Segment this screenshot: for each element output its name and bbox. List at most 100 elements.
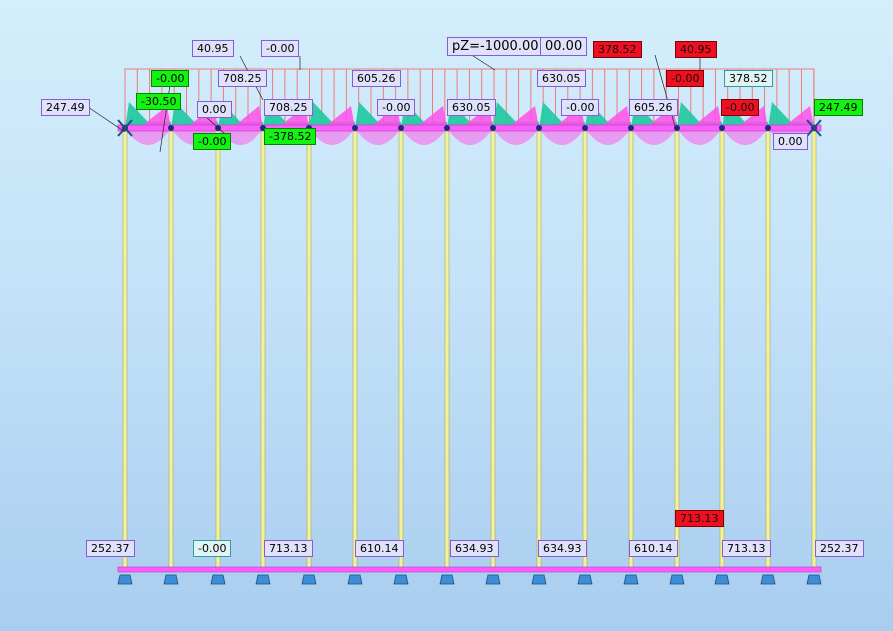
moment-positive bbox=[401, 106, 447, 128]
top-result-label[interactable]: 40.95 bbox=[192, 40, 234, 57]
column bbox=[168, 127, 174, 571]
top-result-label[interactable]: -0.00 bbox=[666, 70, 705, 87]
top-result-label[interactable]: -378.52 bbox=[264, 128, 317, 145]
support-icon bbox=[210, 574, 226, 585]
top-result-label[interactable]: 630.05 bbox=[537, 70, 586, 87]
top-result-label[interactable]: 247.49 bbox=[41, 99, 90, 116]
column bbox=[674, 127, 680, 571]
column bbox=[811, 127, 817, 571]
top-result-label[interactable]: 605.26 bbox=[629, 99, 678, 116]
column bbox=[719, 127, 725, 571]
label-leader bbox=[204, 115, 226, 135]
column bbox=[490, 127, 496, 571]
moment-sag bbox=[355, 128, 401, 145]
top-node bbox=[582, 125, 588, 131]
column bbox=[352, 127, 358, 571]
moment-positive bbox=[585, 106, 631, 128]
support-icon bbox=[577, 574, 593, 585]
moment-positive bbox=[722, 106, 768, 128]
top-result-label[interactable]: 708.25 bbox=[264, 99, 313, 116]
bottom-result-label[interactable]: 610.14 bbox=[355, 540, 404, 557]
bottom-result-label[interactable]: -0.00 bbox=[193, 540, 232, 557]
moment-sag bbox=[125, 128, 171, 145]
moment-positive bbox=[125, 106, 171, 128]
bottom-result-label[interactable]: 713.13 bbox=[675, 510, 724, 527]
top-result-label[interactable]: 708.25 bbox=[218, 70, 267, 87]
support-icon bbox=[163, 574, 179, 585]
moment-negative bbox=[539, 102, 585, 128]
bottom-result-label[interactable]: 252.37 bbox=[815, 540, 864, 557]
top-result-label[interactable]: -0.00 bbox=[193, 133, 232, 150]
top-node bbox=[398, 125, 404, 131]
support-icon bbox=[669, 574, 685, 585]
top-result-label[interactable]: 0.00 bbox=[773, 133, 808, 150]
bottom-beam bbox=[117, 566, 822, 573]
moment-sag bbox=[401, 128, 447, 145]
top-result-label[interactable]: -0.00 bbox=[151, 70, 190, 87]
bottom-result-label[interactable]: 634.93 bbox=[538, 540, 587, 557]
top-result-label[interactable]: -0.00 bbox=[561, 99, 600, 116]
support-icon bbox=[439, 574, 455, 585]
top-result-label[interactable]: 630.05 bbox=[447, 99, 496, 116]
top-result-label[interactable]: 378.52 bbox=[724, 70, 773, 87]
moment-sag bbox=[309, 128, 355, 145]
moment-sag bbox=[585, 128, 631, 145]
column bbox=[444, 127, 450, 571]
bottom-result-label[interactable]: 713.13 bbox=[264, 540, 313, 557]
top-result-label[interactable]: -30.50 bbox=[136, 93, 182, 110]
moment-positive bbox=[355, 106, 401, 128]
top-result-label[interactable]: -0.00 bbox=[261, 40, 300, 57]
column bbox=[306, 127, 312, 571]
top-result-label[interactable]: -0.00 bbox=[377, 99, 416, 116]
bottom-result-label[interactable]: 610.14 bbox=[629, 540, 678, 557]
bottom-result-label[interactable]: 252.37 bbox=[86, 540, 135, 557]
top-node bbox=[536, 125, 542, 131]
top-result-label[interactable]: 40.95 bbox=[675, 41, 717, 58]
top-node bbox=[490, 125, 496, 131]
moment-sag bbox=[631, 128, 677, 145]
bottom-result-label[interactable]: 634.93 bbox=[450, 540, 499, 557]
hinge-icon bbox=[806, 119, 822, 137]
moment-negative bbox=[355, 102, 401, 128]
bottom-result-label[interactable]: 713.13 bbox=[722, 540, 771, 557]
support-icon bbox=[714, 574, 730, 585]
top-result-label[interactable]: -0.00 bbox=[721, 99, 760, 116]
moment-negative bbox=[722, 102, 768, 128]
moment-negative bbox=[585, 102, 631, 128]
moment-positive bbox=[309, 106, 355, 128]
moment-negative bbox=[677, 102, 722, 128]
column bbox=[398, 127, 404, 571]
column bbox=[765, 127, 771, 571]
column bbox=[215, 127, 221, 571]
support-icon bbox=[301, 574, 317, 585]
top-node bbox=[352, 125, 358, 131]
moment-negative bbox=[493, 102, 539, 128]
beams bbox=[117, 124, 822, 573]
top-result-label[interactable]: 378.52 bbox=[593, 41, 642, 58]
moment-diagram bbox=[125, 102, 814, 145]
support-icon bbox=[485, 574, 501, 585]
top-result-label[interactable]: 0.00 bbox=[197, 101, 232, 118]
moment-negative bbox=[447, 102, 493, 128]
moment-negative bbox=[768, 102, 814, 128]
moment-sag bbox=[539, 128, 585, 145]
support-icon bbox=[117, 574, 133, 585]
load-label-partial[interactable]: 00.00 bbox=[540, 37, 588, 56]
moment-positive bbox=[493, 106, 539, 128]
support-icon bbox=[531, 574, 547, 585]
support-icon bbox=[623, 574, 639, 585]
moment-negative bbox=[263, 102, 309, 128]
moment-positive bbox=[263, 106, 309, 128]
top-result-label[interactable]: 247.49 bbox=[814, 99, 863, 116]
moment-negative bbox=[125, 102, 171, 128]
moment-negative bbox=[171, 102, 218, 128]
load-label[interactable]: pZ=-1000.00 bbox=[447, 37, 544, 56]
moment-negative bbox=[401, 102, 447, 128]
top-beam bbox=[117, 124, 822, 132]
label-leader bbox=[87, 106, 126, 133]
support-icon bbox=[393, 574, 409, 585]
support-icon bbox=[760, 574, 776, 585]
top-result-label[interactable]: 605.26 bbox=[352, 70, 401, 87]
